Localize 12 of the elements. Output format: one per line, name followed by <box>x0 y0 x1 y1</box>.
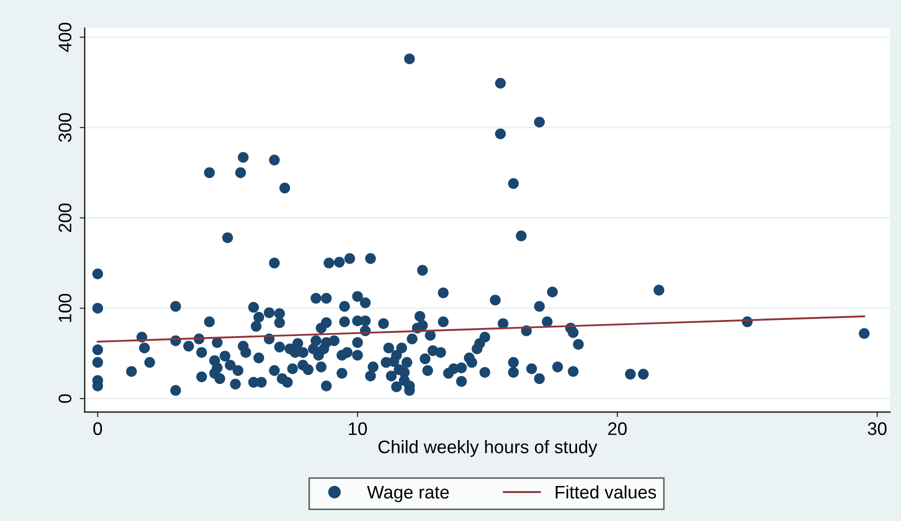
x-tick-label: 10 <box>348 422 367 436</box>
y-tick-label: 100 <box>58 294 72 322</box>
y-tick-label: 400 <box>58 22 72 52</box>
y-tick-label: 200 <box>58 204 72 232</box>
x-tick-label: 0 <box>93 422 102 436</box>
legend-label: Wage rate <box>367 486 449 502</box>
x-tick-label: 30 <box>868 422 887 436</box>
y-tick-label: 0 <box>58 394 72 403</box>
x-tick-label: 20 <box>608 422 627 436</box>
y-tick-label: 300 <box>58 113 72 142</box>
x-axis-title: Child weekly hours of study <box>378 440 598 457</box>
legend-label: Fitted values <box>556 485 656 499</box>
